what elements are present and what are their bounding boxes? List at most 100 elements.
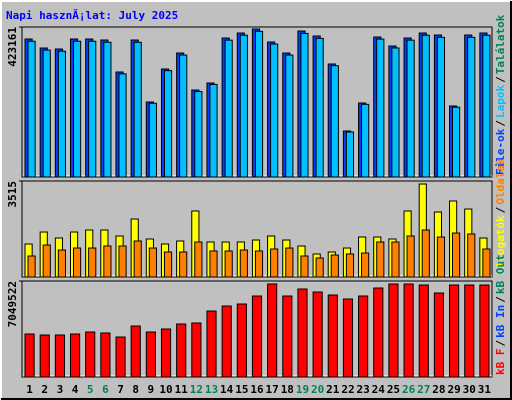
x-tick-label: 13 (205, 383, 218, 396)
bar (133, 41, 142, 178)
bar (133, 240, 142, 278)
x-tick-label: 23 (357, 383, 370, 396)
legend-separator: / (494, 206, 507, 213)
y-tick-label: 423161 (6, 27, 19, 67)
chart-title: Napi hasznÃ¡lat: July 2025 (6, 9, 178, 22)
bar (209, 250, 218, 278)
bar (467, 36, 476, 178)
x-tick-label: 7 (117, 383, 124, 396)
legend-entry: Oldalak (494, 158, 507, 205)
bar (54, 334, 65, 378)
bar (72, 40, 82, 178)
x-tick-label: 20 (311, 383, 324, 396)
x-tick-label: 22 (341, 383, 354, 396)
bar (358, 295, 369, 378)
legend-entry: kB Out (494, 254, 507, 294)
bar (270, 248, 279, 278)
x-tick-label: 8 (132, 383, 139, 396)
legend-entry: kB F (494, 349, 507, 376)
bar (69, 333, 81, 378)
bar (479, 284, 490, 378)
bar (179, 54, 188, 178)
bar (163, 70, 173, 178)
x-tick-label: 21 (326, 383, 340, 396)
bar (224, 39, 233, 178)
bar (403, 283, 414, 378)
bar (194, 241, 203, 278)
bar (452, 106, 461, 178)
bar (88, 247, 97, 278)
bar (282, 295, 293, 378)
x-tick-label: 2 (41, 383, 48, 396)
x-tick-label: 25 (387, 383, 400, 396)
bar (42, 49, 51, 178)
x-tick-label: 29 (447, 383, 460, 396)
x-tick-label: 14 (220, 383, 234, 396)
legend-entry: Találatok (494, 14, 507, 74)
bar (254, 30, 264, 178)
bar (452, 232, 461, 278)
legend-entry: Látogatók (494, 215, 507, 275)
bar (376, 38, 385, 178)
bar (194, 91, 203, 178)
bar (118, 73, 127, 178)
bar (148, 247, 157, 278)
bar (100, 332, 111, 378)
bar (436, 36, 446, 178)
bar (270, 43, 279, 178)
y-tick-label: 3515 (6, 181, 19, 208)
bar (42, 244, 51, 278)
bar (373, 287, 384, 378)
bar (376, 241, 385, 278)
bar (221, 305, 232, 378)
bar (433, 292, 445, 378)
y-tick-label: 7049522 (6, 281, 19, 327)
bar (39, 334, 50, 378)
legend-entry: Lapok (494, 85, 507, 118)
bar (239, 34, 248, 178)
bar (315, 257, 324, 278)
x-tick-label: 12 (190, 383, 203, 396)
bar (103, 245, 112, 278)
bar (297, 288, 308, 378)
bar (300, 255, 309, 278)
bar (206, 310, 217, 378)
bar (345, 131, 355, 178)
bar (72, 247, 82, 278)
legend: File-ok/Lapok/Találatok (494, 14, 507, 175)
x-tick-label: 10 (159, 383, 172, 396)
bar (300, 32, 309, 178)
bar (163, 251, 173, 278)
x-tick-label: 5 (87, 383, 94, 396)
x-tick-label: 30 (463, 383, 476, 396)
legend: kB F / kB In / kB Out (494, 254, 507, 375)
bar (239, 249, 248, 278)
legend-separator: / (494, 296, 507, 303)
bar (361, 252, 370, 278)
bar (482, 34, 491, 178)
x-tick-label: 15 (235, 383, 248, 396)
bar (391, 47, 400, 178)
bar (421, 34, 430, 178)
bar (285, 247, 294, 278)
x-tick-label: 28 (432, 383, 445, 396)
bar (388, 283, 399, 378)
bar (330, 254, 339, 278)
x-tick-label: 31 (478, 383, 492, 396)
bar (327, 294, 338, 378)
bar (57, 50, 66, 178)
bar (312, 291, 323, 378)
bar (85, 331, 96, 378)
bar (391, 241, 400, 278)
x-tick-label: 27 (417, 383, 430, 396)
bar (418, 284, 429, 378)
bar (115, 336, 126, 378)
bar (406, 39, 415, 178)
bar (361, 103, 370, 178)
bar (88, 40, 97, 178)
bar (449, 284, 460, 378)
legend-separator: / (494, 76, 507, 83)
bar (482, 248, 491, 278)
bar (160, 328, 172, 378)
